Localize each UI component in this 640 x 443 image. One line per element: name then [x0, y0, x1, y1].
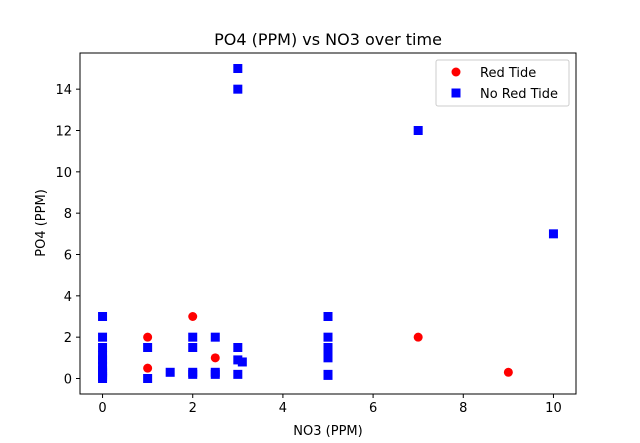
point-no-red-tide	[233, 369, 243, 379]
point-no-red-tide	[323, 332, 333, 342]
point-no-red-tide	[98, 312, 108, 321]
point-no-red-tide	[413, 126, 423, 135]
y-tick-label: 10	[55, 166, 72, 181]
point-no-red-tide	[323, 312, 333, 321]
point-no-red-tide	[323, 345, 333, 355]
point-no-red-tide	[98, 355, 108, 365]
legend-label-red-tide: Red Tide	[480, 66, 536, 81]
point-no-red-tide	[548, 229, 558, 239]
legend-marker-no-red-tide	[451, 88, 461, 98]
x-tick-label: 0	[98, 401, 106, 416]
x-tick-label: 4	[279, 401, 287, 416]
point-no-red-tide	[233, 343, 243, 352]
y-tick-label: 14	[55, 83, 72, 98]
y-tick-label: 8	[64, 207, 72, 222]
point-no-red-tide	[98, 343, 108, 352]
legend-label-no-red-tide: No Red Tide	[480, 87, 558, 102]
y-axis-label: PO4 (PPM)	[34, 189, 49, 257]
point-red-tide	[188, 312, 198, 321]
point-no-red-tide	[188, 369, 198, 379]
point-no-red-tide	[233, 64, 243, 73]
y-tick-label: 0	[64, 373, 72, 388]
point-no-red-tide	[98, 332, 108, 342]
point-red-tide	[210, 353, 220, 363]
legend-box	[435, 59, 570, 107]
point-red-tide	[503, 367, 513, 377]
point-no-red-tide	[237, 357, 247, 367]
point-no-red-tide	[323, 370, 333, 380]
y-tick-label: 6	[64, 249, 72, 264]
y-tick-label: 12	[55, 125, 72, 140]
plot-frame	[79, 52, 577, 395]
x-tick-label: 6	[369, 401, 377, 416]
point-no-red-tide	[210, 332, 220, 342]
point-no-red-tide	[188, 332, 198, 342]
point-no-red-tide	[233, 84, 243, 94]
point-red-tide	[413, 332, 423, 342]
point-no-red-tide	[210, 369, 220, 379]
point-red-tide	[143, 363, 153, 373]
x-tick-label: 10	[545, 401, 562, 416]
legend: Red Tide No Red Tide	[435, 59, 570, 107]
point-red-tide	[143, 332, 153, 342]
chart-title: PO4 (PPM) vs NO3 over time	[214, 30, 442, 49]
point-no-red-tide	[233, 355, 243, 365]
point-no-red-tide	[188, 343, 198, 352]
point-no-red-tide	[323, 353, 333, 363]
y-tick-label: 2	[64, 331, 72, 346]
point-no-red-tide	[143, 343, 153, 352]
y-tick-label: 4	[64, 290, 72, 305]
point-no-red-tide	[98, 374, 108, 383]
x-tick-label: 8	[459, 401, 467, 416]
x-tick-label: 2	[189, 401, 197, 416]
x-axis-label: NO3 (PPM)	[293, 424, 362, 439]
point-no-red-tide	[143, 374, 153, 383]
legend-marker-red-tide	[451, 67, 461, 77]
point-no-red-tide	[165, 367, 175, 377]
